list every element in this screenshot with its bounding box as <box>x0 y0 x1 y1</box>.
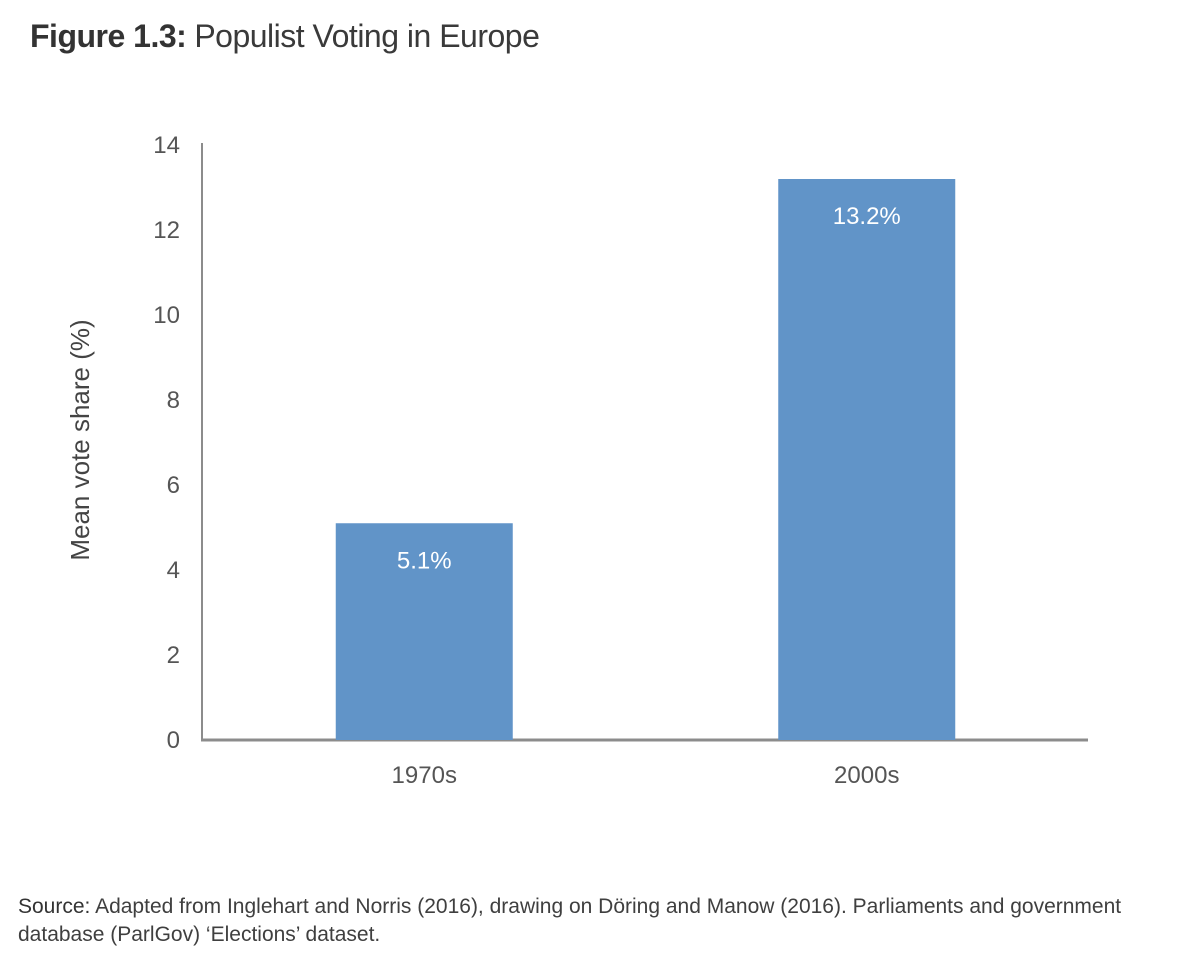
bar <box>335 523 513 740</box>
y-tick-label: 12 <box>153 217 180 244</box>
bars: 5.1% 13.2% <box>335 179 956 740</box>
bar <box>778 179 956 740</box>
x-tick-label: 2000s <box>834 762 899 789</box>
figure-title-text: Populist Voting in Europe <box>194 18 540 54</box>
bar-data-label: 13.2% <box>833 203 901 230</box>
source-label: Source: <box>18 895 91 918</box>
y-tick-label: 10 <box>153 302 180 329</box>
y-tick-label: 4 <box>167 557 180 584</box>
y-axis-label: Mean vote share (%) <box>65 319 95 560</box>
bar-chart: Mean vote share (%) 0 2 4 6 8 10 12 14 5.1% 13.2… <box>65 132 1088 789</box>
source-note: Source: Adapted from Inglehart and Norri… <box>18 893 1178 949</box>
y-tick-labels: 0 2 4 6 8 10 12 14 <box>153 132 180 754</box>
figure-title: Figure 1.3: Populist Voting in Europe <box>30 18 540 55</box>
y-tick-label: 14 <box>153 132 180 159</box>
y-tick-label: 0 <box>167 727 180 754</box>
y-tick-label: 2 <box>167 642 180 669</box>
y-tick-label: 6 <box>167 472 180 499</box>
figure-number: Figure 1.3: <box>30 18 187 54</box>
source-text: Adapted from Inglehart and Norris (2016)… <box>18 895 1122 946</box>
y-tick-label: 8 <box>167 387 180 414</box>
x-tick-labels: 1970s 2000s <box>392 762 900 789</box>
x-tick-label: 1970s <box>392 762 457 789</box>
bar-data-label: 5.1% <box>397 547 452 574</box>
